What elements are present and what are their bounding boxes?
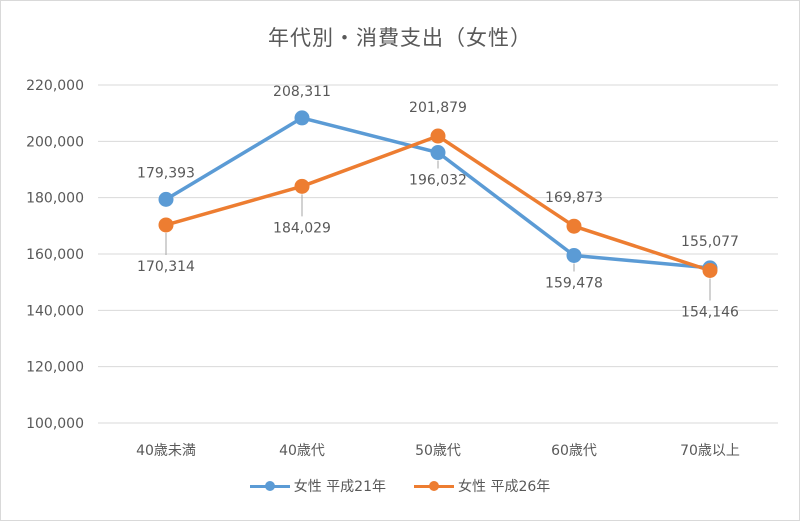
data-point[interactable] (158, 191, 174, 207)
data-label: 169,873 (545, 190, 603, 206)
data-point[interactable] (702, 262, 718, 278)
y-tick-label: 100,000 (26, 416, 84, 432)
data-point[interactable] (294, 110, 310, 126)
y-tick-label: 120,000 (26, 360, 84, 376)
data-point[interactable] (294, 178, 310, 194)
data-label: 201,879 (409, 100, 467, 116)
legend: 女性 平成21年 女性 平成26年 (0, 476, 800, 496)
data-label: 179,393 (137, 165, 195, 181)
y-tick-label: 220,000 (26, 78, 84, 94)
data-label: 184,029 (273, 220, 331, 236)
y-tick-label: 140,000 (26, 303, 84, 319)
data-label: 159,478 (545, 275, 603, 291)
legend-item-h21[interactable]: 女性 平成21年 (249, 476, 386, 496)
chart-title: 年代別・消費支出（女性） (268, 26, 532, 50)
y-tick-label: 200,000 (26, 134, 84, 150)
x-tick-label: 40歳未満 (136, 443, 196, 459)
data-label: 155,077 (681, 234, 739, 250)
data-point[interactable] (566, 247, 582, 263)
data-label: 154,146 (681, 304, 739, 320)
y-tick-label: 180,000 (26, 191, 84, 207)
y-tick-label: 160,000 (26, 247, 84, 263)
data-label: 208,311 (273, 84, 331, 100)
legend-label: 女性 平成26年 (458, 479, 551, 495)
x-tick-label: 50歳代 (415, 443, 461, 459)
data-label: 170,314 (137, 259, 195, 275)
data-label: 196,032 (409, 173, 467, 189)
line-marker-icon (249, 480, 290, 492)
data-point[interactable] (158, 217, 174, 233)
legend-label: 女性 平成21年 (293, 479, 386, 495)
line-marker-icon (414, 480, 454, 492)
data-point[interactable] (566, 218, 582, 234)
legend-item-h26[interactable]: 女性 平成26年 (414, 476, 550, 496)
x-tick-label: 60歳代 (551, 443, 597, 459)
data-point[interactable] (430, 128, 446, 144)
x-tick-label: 40歳代 (279, 443, 325, 459)
data-point[interactable] (430, 145, 446, 161)
x-tick-label: 70歳以上 (680, 443, 740, 459)
